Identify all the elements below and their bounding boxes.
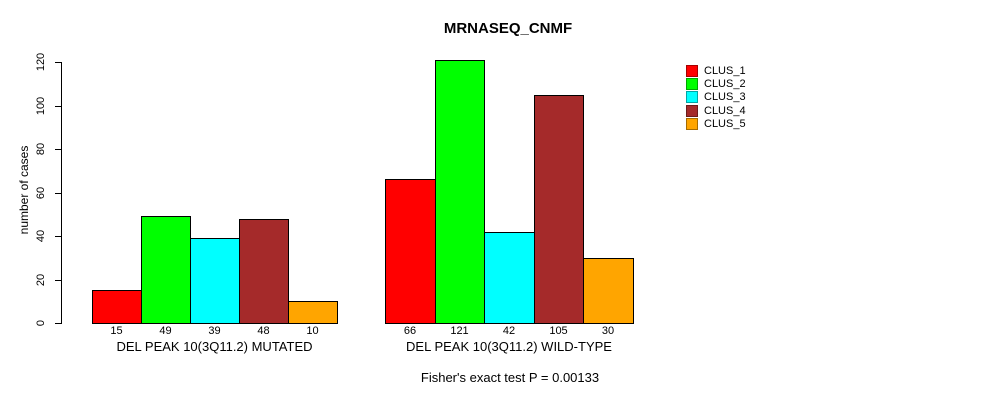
y-axis-tick xyxy=(55,193,62,194)
legend-label: CLUS_5 xyxy=(704,117,746,130)
bar-value-label: 105 xyxy=(549,325,568,337)
bar-clus_5-group2 xyxy=(583,258,634,324)
bar-value-label: 30 xyxy=(601,325,615,337)
y-axis-tick xyxy=(55,149,62,150)
y-axis-tick-label: 20 xyxy=(35,273,47,287)
bar-clus_1-group1 xyxy=(92,290,142,324)
legend-item-clus_5: CLUS_5 xyxy=(686,117,746,130)
chart-title: MRNASEQ_CNMF xyxy=(443,20,573,37)
y-axis-tick xyxy=(55,280,62,281)
legend-swatch-clus_1 xyxy=(686,64,698,77)
bar-clus_1-group2 xyxy=(385,179,436,324)
y-axis-label: number of cases xyxy=(17,145,31,235)
legend: CLUS_1 CLUS_2 CLUS_3 CLUS_4 CLUS_5 xyxy=(686,64,746,130)
y-axis-tick xyxy=(55,323,62,324)
bar-clus_5-group1 xyxy=(288,301,338,324)
legend-item-clus_2: CLUS_2 xyxy=(686,77,746,90)
y-axis-tick xyxy=(55,106,62,107)
bar-value-label: 42 xyxy=(502,325,516,337)
legend-label: CLUS_1 xyxy=(704,64,746,77)
bar-value-label: 66 xyxy=(403,325,417,337)
group-label: DEL PEAK 10(3Q11.2) WILD-TYPE xyxy=(406,339,612,354)
bar-value-label: 121 xyxy=(450,325,469,337)
legend-label: CLUS_4 xyxy=(704,104,746,117)
y-axis-tick xyxy=(55,62,62,63)
bar-clus_2-group2 xyxy=(435,60,485,324)
y-axis-tick-label: 40 xyxy=(35,229,47,243)
legend-item-clus_3: CLUS_3 xyxy=(686,91,746,104)
legend-swatch-clus_2 xyxy=(686,77,698,90)
footnote-fisher-test: Fisher's exact test P = 0.00133 xyxy=(420,370,600,385)
bar-clus_3-group1 xyxy=(190,238,240,324)
group-label: DEL PEAK 10(3Q11.2) MUTATED xyxy=(116,339,313,354)
y-axis-tick-label: 100 xyxy=(35,96,47,116)
bar-value-label: 39 xyxy=(208,325,221,337)
legend-label: CLUS_2 xyxy=(704,77,746,90)
bar-value-label: 48 xyxy=(257,325,270,337)
bar-value-label: 15 xyxy=(110,325,123,337)
y-axis-tick-label: 80 xyxy=(35,142,47,156)
legend-swatch-clus_5 xyxy=(686,117,698,130)
bar-clus_4-group2 xyxy=(534,95,584,324)
bar-value-label: 10 xyxy=(306,325,319,337)
legend-item-clus_4: CLUS_4 xyxy=(686,104,746,117)
bar-value-label: 49 xyxy=(159,325,172,337)
legend-item-clus_1: CLUS_1 xyxy=(686,64,746,77)
legend-swatch-clus_3 xyxy=(686,91,698,104)
legend-swatch-clus_4 xyxy=(686,104,698,117)
y-axis-tick xyxy=(55,236,62,237)
bar-clus_2-group1 xyxy=(141,216,191,324)
y-axis-tick-label: 0 xyxy=(35,319,47,327)
bar-clus_4-group1 xyxy=(239,219,289,324)
y-axis-tick-label: 120 xyxy=(35,52,47,72)
legend-label: CLUS_3 xyxy=(704,91,746,104)
bar-clus_3-group2 xyxy=(484,232,535,324)
y-axis-tick-label: 60 xyxy=(35,186,47,200)
